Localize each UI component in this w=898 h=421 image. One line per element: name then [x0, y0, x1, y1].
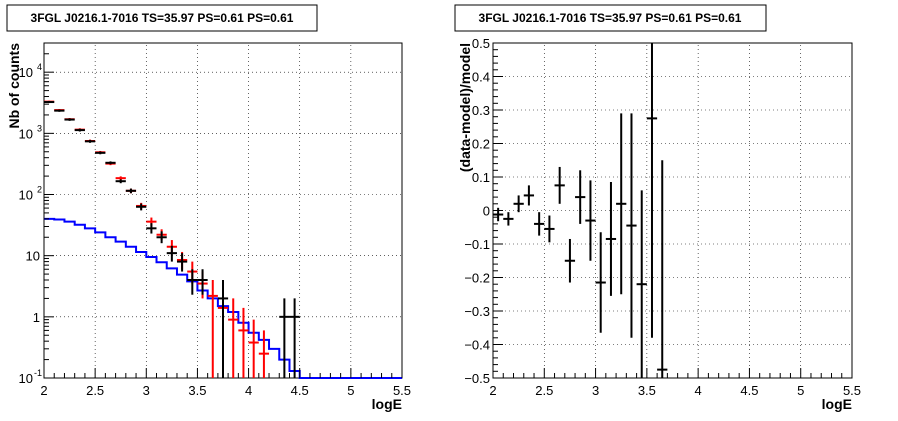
y-tick-label: 10	[19, 126, 33, 141]
errorbar-point	[84, 139, 96, 143]
errorbar-point	[564, 238, 576, 283]
x-tick-label: 5	[347, 383, 354, 398]
y-tick-label: 10	[19, 188, 33, 203]
x-tick-label: 4.5	[291, 383, 309, 398]
y-tick-label: 0.4	[472, 70, 490, 85]
errorbar-point	[258, 330, 270, 378]
y-tick-exponent: 2	[37, 185, 42, 195]
counts-title-box: 3FGL J0216.1-7016 TS=35.97 PS=0.61 PS=0.…	[6, 4, 318, 32]
y-tick-label: 10	[26, 249, 40, 264]
errorbar-point	[279, 298, 290, 378]
residual-title: 3FGL J0216.1-7016 TS=35.97 PS=0.61 PS=0.…	[479, 11, 742, 25]
errorbar-point	[513, 195, 524, 213]
errorbar-point	[605, 182, 617, 296]
residual-x-axis-label: logE	[822, 396, 852, 412]
y-tick-label: −0.3	[464, 304, 490, 319]
errorbar-point	[217, 280, 229, 378]
y-tick-label: 0	[483, 204, 490, 219]
errorbar-point	[105, 161, 116, 165]
errorbar-point	[156, 231, 167, 244]
x-tick-label: 3	[143, 383, 150, 398]
residual-y-axis-label: (data-model)/model	[457, 43, 473, 172]
counts-x-axis-label: logE	[372, 396, 402, 412]
y-tick-label: 10	[19, 65, 33, 80]
errorbar-point	[207, 280, 218, 378]
errorbar-point	[626, 113, 637, 338]
counts-y-axis-label: Nb of counts	[6, 43, 22, 129]
x-tick-label: 2.5	[86, 383, 104, 398]
y-tick-label: 0.2	[472, 137, 490, 152]
data-points	[44, 101, 300, 378]
y-tick-label: 1	[33, 310, 40, 325]
counts-title: 3FGL J0216.1-7016 TS=35.97 PS=0.61 PS=0.…	[31, 11, 294, 25]
errorbar-point	[187, 269, 198, 295]
y-tick-label: −0.5	[464, 371, 490, 386]
y-tick-exponent: 4	[37, 62, 42, 72]
x-tick-label: 5.5	[843, 383, 861, 398]
errorbar-point	[238, 307, 249, 378]
errorbar-point	[176, 253, 188, 272]
y-tick-label: 0.5	[472, 36, 490, 51]
counts-x-ticks: 2 2.5 3 3.5 4 4.5 5 5.5	[40, 368, 411, 398]
errorbar-point	[166, 245, 177, 262]
x-tick-label: 2	[40, 383, 47, 398]
errorbar-point	[554, 166, 565, 204]
errorbar-point	[44, 101, 55, 104]
errorbar-point	[228, 298, 239, 378]
x-tick-label: 4	[695, 383, 702, 398]
x-tick-label: 2	[489, 383, 496, 398]
x-tick-label: 4.5	[740, 383, 758, 398]
data-points	[493, 43, 668, 378]
errorbar-point	[289, 298, 300, 378]
errorbar-point	[125, 188, 137, 194]
residual-y-ticks: −0.5 −0.4 −0.3 −0.2 −0.1 0 0.1 0.2 0.3 0.4 0.5	[464, 36, 503, 386]
y-tick-label: −0.2	[464, 271, 490, 286]
x-tick-label: 3.5	[188, 383, 206, 398]
x-tick-label: 3	[592, 383, 599, 398]
x-tick-label: 5.5	[393, 383, 411, 398]
residual-series	[493, 43, 668, 378]
errorbar-point	[248, 319, 259, 378]
y-tick-exponent: 3	[37, 123, 42, 133]
x-tick-label: 2.5	[535, 383, 553, 398]
errorbar-point	[74, 128, 85, 132]
errorbar-point	[534, 212, 545, 236]
y-tick-label: 10	[19, 371, 33, 386]
errorbar-point	[95, 151, 106, 155]
errorbar-point	[616, 113, 627, 295]
errorbar-point	[146, 223, 157, 234]
errorbar-point	[54, 109, 65, 112]
x-tick-label: 4	[245, 383, 252, 398]
x-tick-label: 5	[797, 383, 804, 398]
errorbar-point	[523, 185, 535, 206]
residual-title-box: 3FGL J0216.1-7016 TS=35.97 PS=0.61 PS=0.…	[454, 4, 767, 32]
errorbar-point	[646, 43, 658, 338]
y-tick-label: 0.1	[472, 170, 490, 185]
errorbar-point	[575, 170, 586, 224]
errorbar-point	[585, 180, 596, 261]
errorbar-point	[503, 212, 514, 226]
errorbar-point	[657, 160, 668, 378]
errorbar-point	[636, 190, 647, 378]
errorbar-point	[136, 203, 147, 211]
errorbar-point	[64, 118, 75, 121]
errorbar-point	[595, 232, 606, 333]
residual-panel: 2 2.5 3 3.5 4 4.5 5 5.5 −0.5 −0.4 −0.3 −0.2 −0.1 0 0.…	[454, 4, 861, 412]
residual-x-ticks: 2 2.5 3 3.5 4 4.5 5 5.5	[489, 368, 861, 398]
errorbar-point	[115, 179, 126, 184]
y-tick-label: −0.4	[464, 338, 490, 353]
y-tick-label: 0.3	[472, 103, 490, 118]
errorbar-point	[197, 269, 208, 295]
y-tick-label: −0.1	[464, 237, 490, 252]
errorbar-point	[544, 215, 555, 243]
y-tick-exponent: -1	[34, 368, 42, 378]
x-tick-label: 3.5	[638, 383, 656, 398]
